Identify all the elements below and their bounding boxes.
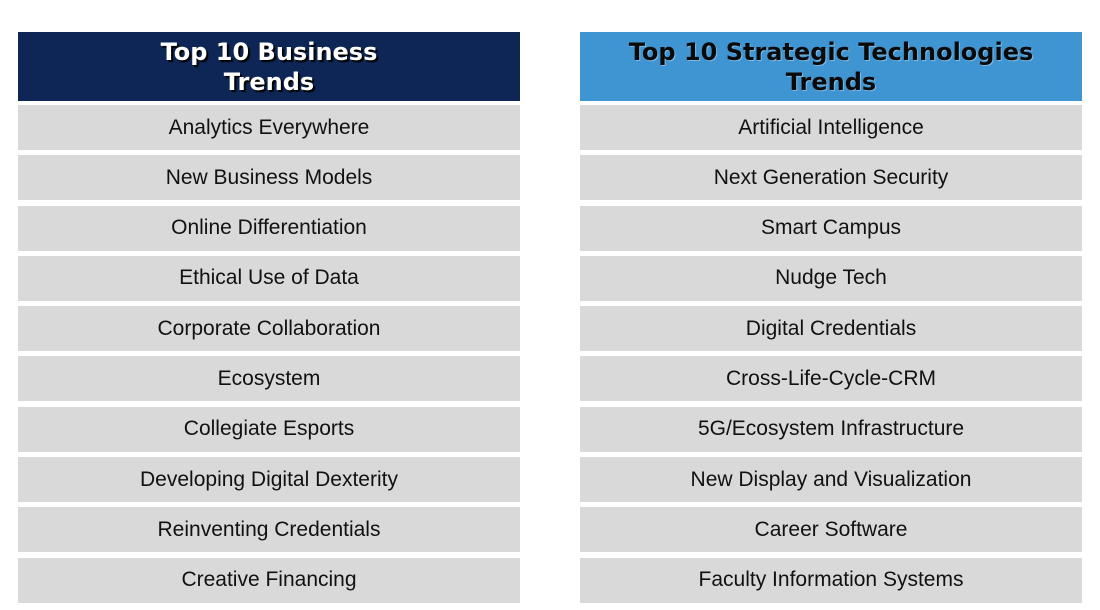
business-trend-label: Ecosystem <box>217 366 321 390</box>
technology-trend-label: Next Generation Security <box>713 165 949 189</box>
business-trend-label: Collegiate Esports <box>183 417 355 441</box>
business-trend-label: Developing Digital Dexterity <box>140 467 398 491</box>
list-item: Reinventing Credentials <box>18 507 520 553</box>
business-trend-label: Analytics Everywhere <box>168 115 370 139</box>
business-trend-label: Creative Financing <box>181 568 357 592</box>
technology-trends-list: Artificial Intelligence Next Generation … <box>580 105 1082 603</box>
business-trend-label: New Business Models <box>165 165 373 189</box>
technology-trend-label: Artificial Intelligence <box>738 115 924 139</box>
technology-trend-label: Cross-Life-Cycle-CRM <box>725 366 936 390</box>
list-item: Collegiate Esports <box>18 406 520 452</box>
business-trends-list: Analytics Everywhere New Business Models… <box>18 105 520 603</box>
list-item: Online Differentiation <box>18 205 520 251</box>
list-item: Next Generation Security <box>580 155 1082 201</box>
business-trends-column: Top 10 Business Trends Analytics Everywh… <box>18 32 520 608</box>
list-item: Artificial Intelligence <box>580 105 1082 150</box>
technology-trend-label: Career Software <box>754 517 908 541</box>
technology-trend-label: Smart Campus <box>760 216 902 240</box>
business-trends-title: Top 10 Business Trends <box>160 37 378 96</box>
list-item: Smart Campus <box>580 205 1082 251</box>
list-item: Career Software <box>580 507 1082 553</box>
list-item: Ecosystem <box>18 356 520 402</box>
list-item: Analytics Everywhere <box>18 105 520 150</box>
business-trend-label: Ethical Use of Data <box>179 266 359 290</box>
technology-trend-label: Digital Credentials <box>745 316 917 340</box>
business-trend-label: Reinventing Credentials <box>157 517 381 541</box>
technology-trend-label: Faculty Information Systems <box>698 568 964 592</box>
list-item: Faculty Information Systems <box>580 557 1082 603</box>
technology-trend-label: New Display and Visualization <box>690 467 972 491</box>
list-item: Developing Digital Dexterity <box>18 457 520 503</box>
list-item: New Business Models <box>18 155 520 201</box>
list-item: Corporate Collaboration <box>18 306 520 352</box>
business-trend-label: Corporate Collaboration <box>157 316 381 340</box>
list-item: Digital Credentials <box>580 306 1082 352</box>
technology-trend-label: 5G/Ecosystem Infrastructure <box>697 417 965 441</box>
business-trends-header: Top 10 Business Trends <box>18 32 520 101</box>
list-item: Ethical Use of Data <box>18 255 520 301</box>
list-item: Creative Financing <box>18 557 520 603</box>
list-item: New Display and Visualization <box>580 457 1082 503</box>
technology-trends-header: Top 10 Strategic Technologies Trends <box>580 32 1082 101</box>
technology-trend-label: Nudge Tech <box>775 266 887 290</box>
list-item: Nudge Tech <box>580 255 1082 301</box>
list-item: 5G/Ecosystem Infrastructure <box>580 406 1082 452</box>
business-trend-label: Online Differentiation <box>171 216 367 240</box>
technology-trends-title: Top 10 Strategic Technologies Trends <box>628 37 1034 96</box>
list-item: Cross-Life-Cycle-CRM <box>580 356 1082 402</box>
technology-trends-column: Top 10 Strategic Technologies Trends Art… <box>580 32 1082 608</box>
